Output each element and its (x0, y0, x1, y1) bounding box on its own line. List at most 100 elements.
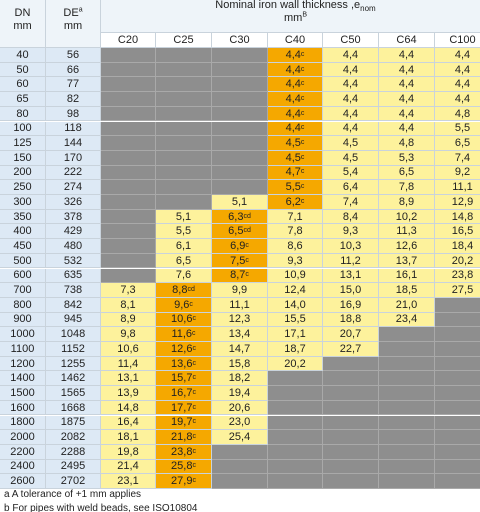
text: 19,8 (117, 445, 139, 458)
thickness-cell: 9,3 (323, 224, 379, 240)
text: 98 (66, 107, 80, 120)
thickness-cell (156, 92, 212, 107)
text: 800 (13, 298, 32, 311)
thickness-cell (435, 371, 480, 387)
text: 6,3 (228, 210, 244, 223)
text: 23,1 (117, 475, 139, 488)
text: 1875 (60, 416, 86, 429)
thickness-cell: 13,1 (101, 371, 156, 387)
thickness-cell: 21,0 (379, 297, 435, 313)
text: 17,1 (284, 328, 306, 341)
text: 25,8 (171, 460, 193, 473)
de-cell: 1255 (46, 356, 101, 372)
thickness-cell (435, 327, 480, 342)
thickness-cell (323, 400, 379, 416)
dn-cell: 1800 (0, 415, 46, 431)
text: 8,4 (342, 210, 359, 223)
thickness-cell: 19,8 (101, 444, 156, 460)
text: 4,4 (398, 92, 415, 105)
text: 9,8 (120, 328, 136, 341)
footnote: b For pipes with weld beads, see ISO1080… (4, 503, 198, 512)
thickness-cell: 18,5 (379, 283, 435, 298)
thickness-cell: 7,4 (435, 150, 480, 166)
thickness-cell: 11,6 c (156, 327, 212, 342)
thickness-cell: 25,4 (212, 430, 268, 445)
thickness-cell (101, 195, 156, 210)
text: 222 (63, 166, 83, 179)
thickness-cell: 12,3 (212, 312, 268, 328)
text: 7,3 (120, 284, 136, 297)
text: 21,8 (171, 431, 193, 444)
thickness-cell: 6,5 (435, 136, 480, 151)
text: 8,9 (398, 195, 415, 208)
text: 12,6 (171, 342, 193, 355)
text: 4,4 (285, 107, 301, 120)
text: 10,6 (171, 313, 193, 326)
de-cell: 1668 (46, 400, 101, 416)
thickness-cell (268, 444, 323, 460)
thickness-cell (323, 386, 379, 401)
dn-cell: 600 (0, 268, 46, 284)
thickness-cell (156, 165, 212, 181)
thickness-cell: 8,1 (101, 297, 156, 313)
de-header: DEa mm (46, 0, 101, 48)
dn-cell: 1500 (0, 386, 46, 401)
text: 1462 (60, 372, 86, 385)
text: 13,6 (171, 357, 193, 370)
title-header: Nominal iron wall thickness ,enom mmB (101, 0, 480, 33)
text: 2400 (10, 460, 35, 473)
thickness-cell: 16,9 (323, 297, 379, 313)
thickness-cell: 20,7 (323, 327, 379, 342)
text: 100 (13, 122, 32, 135)
thickness-cell: 4,4 (323, 62, 379, 78)
de-cell: 1565 (46, 386, 101, 401)
thickness-cell: 7,3 (101, 283, 156, 298)
text: 1400 (10, 372, 35, 385)
text: 4,8 (398, 137, 415, 150)
de-cell: 326 (46, 195, 101, 210)
text: 118 (64, 122, 82, 135)
text: 2600 (10, 475, 35, 488)
thickness-cell (435, 400, 480, 416)
de-cell: 56 (46, 48, 101, 63)
thickness-cell (323, 356, 379, 372)
line: Nominal iron wall thickness ,enom (215, 0, 375, 13)
dn-cell: 50 (0, 62, 46, 78)
text: 2200 (10, 445, 35, 458)
text: B (302, 11, 307, 19)
thickness-cell: 6,1 (156, 239, 212, 254)
text: 8,8 (172, 284, 188, 297)
thickness-cell: 4,8 (379, 136, 435, 151)
text: 1152 (61, 342, 85, 355)
thickness-cell: 4,4 (379, 106, 435, 122)
thickness-cell (435, 444, 480, 460)
thickness-cell: 4,4 (379, 48, 435, 63)
de-cell: 738 (46, 283, 101, 298)
text: 16,1 (395, 269, 418, 282)
thickness-cell: 7,1 (268, 209, 323, 225)
thickness-cell: 11,2 (323, 253, 379, 269)
text: 4,4 (398, 122, 415, 135)
de-cell: 429 (46, 224, 101, 240)
text: 10,3 (339, 239, 362, 252)
thickness-cell: 4,4 c (268, 106, 323, 122)
text: 18,1 (117, 431, 139, 444)
text: 1000 (10, 328, 35, 341)
thickness-cell: 13,9 (101, 386, 156, 401)
text: 4,4 (342, 92, 359, 105)
thickness-cell: 23,4 (379, 312, 435, 328)
dn-cell: 2000 (0, 430, 46, 445)
text: 18,5 (395, 284, 418, 297)
text: 4,5 (285, 151, 301, 164)
thickness-cell: 18,1 (101, 430, 156, 445)
thickness-cell: 6,9 c (212, 239, 268, 254)
thickness-cell: 8,6 (268, 239, 323, 254)
text: 7,8 (398, 181, 415, 194)
text: 125 (13, 137, 32, 150)
de-cell: 945 (46, 312, 101, 328)
thickness-cell: 12,4 (268, 283, 323, 298)
thickness-cell: 16,1 (379, 268, 435, 284)
dn-cell: 1200 (0, 356, 46, 372)
text: C40 (284, 34, 306, 46)
